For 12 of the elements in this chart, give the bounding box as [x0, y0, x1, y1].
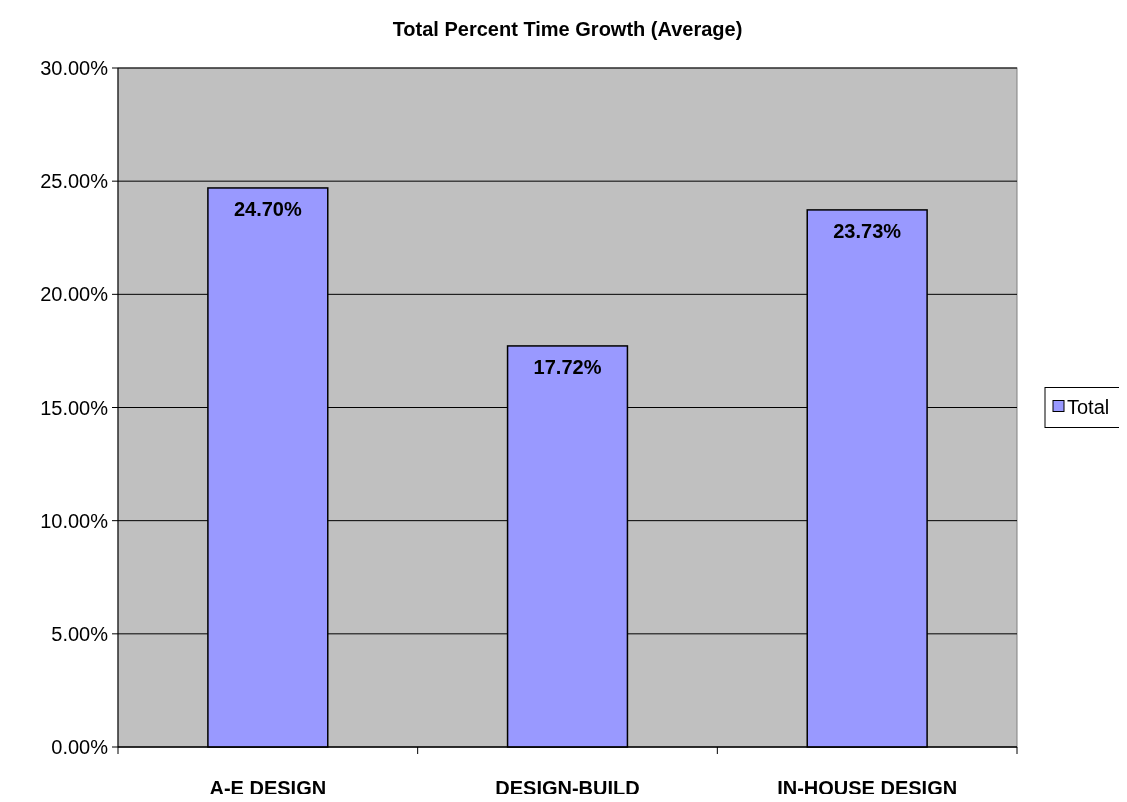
y-tick-label: 20.00% [40, 283, 109, 306]
y-tick-label: 25.00% [40, 170, 109, 193]
y-tick-label: 5.00% [51, 622, 109, 645]
y-tick-label: 10.00% [40, 509, 109, 532]
legend-label: Total [1067, 395, 1110, 418]
y-tick-label: 0.00% [51, 736, 109, 758]
data-label: 24.70% [233, 197, 302, 220]
y-tick-label: 30.00% [40, 57, 109, 79]
chart-title: Total Percent Time Growth (Average) [392, 18, 743, 40]
data-label: 17.72% [533, 355, 602, 378]
data-label: 23.73% [833, 219, 902, 242]
y-tick-label: 15.00% [40, 396, 109, 419]
